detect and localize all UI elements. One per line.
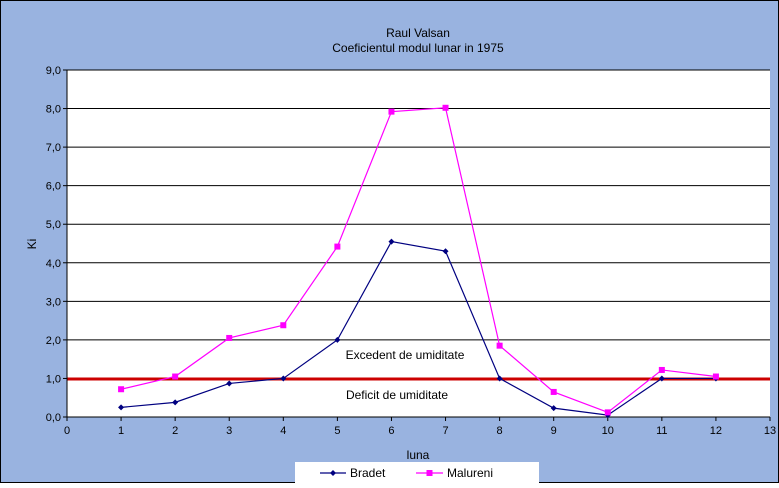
series-layer bbox=[118, 104, 719, 419]
y-tick-label-2: 2,0 bbox=[46, 335, 61, 347]
y-tick-label-5: 5,0 bbox=[46, 219, 61, 231]
annotation-excedent: Excedent de umiditate bbox=[346, 348, 465, 362]
x-tick-label-13: 13 bbox=[764, 425, 776, 437]
x-tick-label-3: 3 bbox=[226, 425, 232, 437]
x-tick-label-6: 6 bbox=[388, 425, 394, 437]
point-malureni-1 bbox=[118, 386, 125, 393]
point-bradet-11 bbox=[658, 375, 665, 382]
y-tick-label-3: 3,0 bbox=[46, 296, 61, 308]
x-tick-label-9: 9 bbox=[551, 425, 557, 437]
legend: Bradet Malureni bbox=[295, 462, 539, 483]
x-tick-label-12: 12 bbox=[710, 425, 722, 437]
legend-marker-malureni bbox=[426, 470, 433, 476]
y-tick-label-8: 8,0 bbox=[46, 104, 61, 116]
point-malureni-11 bbox=[658, 366, 665, 373]
legend-label-malureni: Malureni bbox=[447, 466, 493, 480]
point-bradet-8 bbox=[496, 375, 503, 382]
annotation-deficit: Deficit de umiditate bbox=[346, 388, 448, 402]
point-bradet-2 bbox=[172, 399, 179, 406]
x-axis-ticks: 0 1 2 3 4 5 6 7 8 9 10 11 12 13 bbox=[64, 417, 776, 437]
y-tick-label-6: 6,0 bbox=[46, 181, 61, 193]
y-axis-ticks: 0,0 1,0 2,0 3,0 4,0 5,0 6,0 7,0 8,0 9,0 bbox=[46, 65, 67, 424]
y-tick-label-1: 1,0 bbox=[46, 373, 61, 385]
point-malureni-5 bbox=[334, 243, 341, 250]
point-bradet-9 bbox=[550, 405, 557, 412]
y-tick-label-7: 7,0 bbox=[46, 142, 61, 154]
point-malureni-3 bbox=[226, 334, 233, 341]
x-tick-label-11: 11 bbox=[656, 425, 667, 437]
point-malureni-8 bbox=[496, 342, 503, 349]
chart-title: Raul Valsan bbox=[386, 26, 450, 40]
series-line-malureni bbox=[120, 107, 716, 414]
x-axis-label: luna bbox=[407, 448, 430, 462]
x-tick-label-7: 7 bbox=[442, 425, 448, 437]
point-malureni-9 bbox=[550, 388, 557, 395]
x-tick-label-8: 8 bbox=[497, 425, 503, 437]
point-malureni-2 bbox=[172, 373, 179, 380]
x-tick-label-2: 2 bbox=[172, 425, 178, 437]
point-malureni-6 bbox=[388, 108, 395, 115]
point-bradet-4 bbox=[280, 375, 287, 382]
y-tick-label-9: 9,0 bbox=[46, 65, 61, 77]
point-malureni-10 bbox=[604, 409, 611, 416]
point-malureni-7 bbox=[442, 104, 449, 111]
y-tick-label-0: 0,0 bbox=[46, 412, 61, 424]
point-bradet-5 bbox=[334, 336, 341, 343]
point-malureni-4 bbox=[280, 322, 287, 329]
legend-marker-bradet bbox=[330, 470, 336, 476]
x-tick-label-4: 4 bbox=[280, 425, 286, 437]
point-bradet-7 bbox=[442, 248, 449, 255]
series-malureni bbox=[118, 104, 719, 416]
point-bradet-3 bbox=[226, 380, 233, 387]
point-malureni-12 bbox=[712, 373, 719, 380]
legend-label-bradet: Bradet bbox=[350, 466, 386, 480]
y-tick-label-4: 4,0 bbox=[46, 258, 61, 270]
x-tick-label-1: 1 bbox=[118, 425, 124, 437]
series-line-bradet bbox=[121, 240, 716, 416]
x-tick-label-5: 5 bbox=[334, 425, 340, 437]
point-bradet-1 bbox=[118, 404, 125, 411]
series-bradet bbox=[118, 238, 719, 419]
x-tick-label-0: 0 bbox=[64, 425, 70, 437]
point-bradet-6 bbox=[388, 238, 395, 245]
y-axis-label: Ki bbox=[25, 239, 39, 250]
chart-subtitle: Coeficientul modul lunar in 1975 bbox=[332, 41, 504, 55]
plot-area bbox=[67, 70, 770, 417]
x-tick-label-10: 10 bbox=[602, 425, 614, 437]
